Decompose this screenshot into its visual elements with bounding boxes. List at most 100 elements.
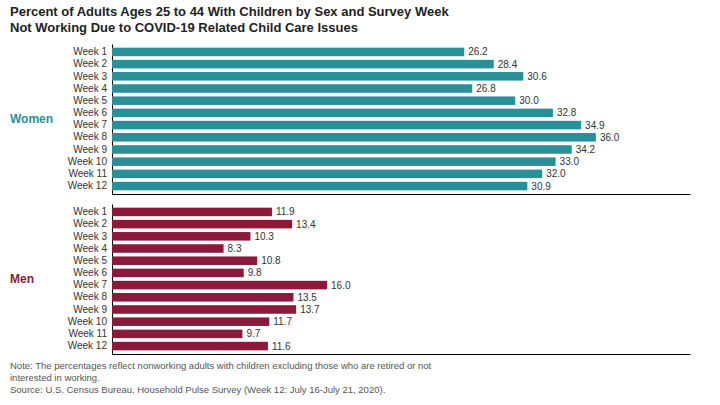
tick-label: Week 5	[73, 255, 107, 266]
data-label: 34.9	[585, 120, 605, 131]
tick: Week 12	[68, 180, 112, 191]
data-label: 10.8	[261, 255, 281, 266]
tick: Week 5	[73, 255, 112, 266]
tick: Week 8	[73, 291, 112, 302]
bar	[112, 60, 494, 69]
data-label: 26.2	[468, 46, 488, 57]
bar	[112, 96, 515, 105]
tick: Week 12	[68, 340, 112, 351]
tick-label: Week 9	[73, 304, 107, 315]
bar	[112, 244, 224, 253]
tick-label: Week 2	[73, 58, 107, 69]
data-label: 30.6	[527, 71, 547, 82]
x-axis	[113, 354, 691, 355]
tick-label: Week 2	[73, 218, 107, 229]
tick: Week 7	[73, 279, 112, 290]
tick-label: Week 1	[73, 46, 107, 57]
tick: Week 6	[73, 267, 112, 278]
data-label: 13.5	[297, 292, 317, 303]
panel: Week 1Week 2Week 3Week 4Week 5Week 6Week…	[68, 45, 691, 195]
data-label: 34.2	[576, 144, 596, 155]
tick: Week 4	[73, 243, 112, 254]
data-labels: 26.228.430.626.830.032.834.936.034.233.0…	[468, 46, 620, 191]
axis-line	[113, 354, 691, 355]
tick: Week 1	[73, 206, 112, 217]
bars	[112, 48, 596, 191]
tick: Week 6	[73, 107, 112, 118]
bar	[112, 305, 296, 314]
bar	[112, 157, 556, 166]
bar	[112, 232, 250, 241]
bar	[112, 121, 581, 130]
data-label: 9.7	[246, 328, 260, 339]
tick: Week 7	[73, 119, 112, 130]
tick-label: Week 4	[73, 243, 107, 254]
data-label: 10.3	[254, 231, 274, 242]
tick: Week 5	[73, 95, 112, 106]
tick: Week 9	[73, 304, 112, 315]
tick-label: Week 6	[73, 267, 107, 278]
tick-label: Week 4	[73, 83, 107, 94]
tick: Week 4	[73, 83, 112, 94]
data-label: 11.9	[276, 206, 295, 217]
tick-label: Week 1	[73, 206, 107, 217]
data-label: 28.4	[498, 59, 518, 70]
bar	[112, 281, 327, 290]
tick-label: Week 3	[73, 231, 107, 242]
tick: Week 2	[73, 218, 112, 229]
tick-label: Week 8	[73, 291, 107, 302]
bar	[112, 208, 272, 217]
x-axis	[113, 194, 691, 195]
data-label: 11.6	[272, 341, 291, 352]
panel: Week 1Week 2Week 3Week 4Week 5Week 6Week…	[68, 205, 691, 355]
data-label: 11.7	[273, 316, 292, 327]
bar	[112, 109, 553, 118]
tick: Week 8	[73, 131, 112, 142]
tick-label: Week 5	[73, 95, 107, 106]
data-label: 32.8	[557, 107, 577, 118]
data-label: 8.3	[228, 243, 242, 254]
tick-label: Week 8	[73, 131, 107, 142]
data-labels: 11.913.410.38.310.89.816.013.513.711.79.…	[228, 206, 351, 351]
group-label: Women	[10, 112, 53, 126]
tick: Week 10	[68, 156, 112, 167]
tick: Week 1	[73, 46, 112, 57]
title: Percent of Adults Ages 25 to 44 With Chi…	[10, 4, 449, 19]
data-label: 13.4	[296, 219, 316, 230]
chart: Percent of Adults Ages 25 to 44 With Chi…	[0, 0, 720, 405]
subtitle: Not Working Due to COVID-19 Related Chil…	[10, 20, 358, 35]
data-label: 33.0	[560, 156, 580, 167]
data-label: 32.0	[546, 168, 566, 179]
tick-label: Week 7	[73, 119, 107, 130]
data-label: 30.0	[519, 95, 539, 106]
tick: Week 11	[68, 328, 112, 339]
tick: Week 2	[73, 58, 112, 69]
tick-label: Week 12	[68, 180, 108, 191]
bar	[112, 72, 523, 81]
axis-line	[113, 194, 691, 195]
bar	[112, 342, 268, 351]
data-label: 26.8	[476, 83, 496, 94]
data-label: 16.0	[331, 280, 351, 291]
data-label: 13.7	[300, 304, 320, 315]
tick-label: Week 6	[73, 107, 107, 118]
y-axis: Week 1Week 2Week 3Week 4Week 5Week 6Week…	[68, 45, 113, 195]
bars	[112, 208, 327, 351]
bar	[112, 84, 472, 93]
bar	[112, 330, 242, 339]
bar	[112, 317, 269, 326]
tick: Week 11	[68, 168, 112, 179]
bar	[112, 145, 572, 154]
data-label: 30.9	[531, 181, 551, 192]
tick: Week 3	[73, 231, 112, 242]
note: Note: The percentages reflect nonworking…	[10, 360, 432, 395]
bar	[112, 256, 257, 265]
tick: Week 10	[68, 316, 112, 327]
tick-label: Week 12	[68, 340, 108, 351]
bar	[112, 48, 464, 57]
tick-label: Week 10	[68, 316, 108, 327]
bar	[112, 220, 292, 229]
tick: Week 9	[73, 144, 112, 155]
bar	[112, 293, 293, 302]
tick-label: Week 7	[73, 279, 107, 290]
